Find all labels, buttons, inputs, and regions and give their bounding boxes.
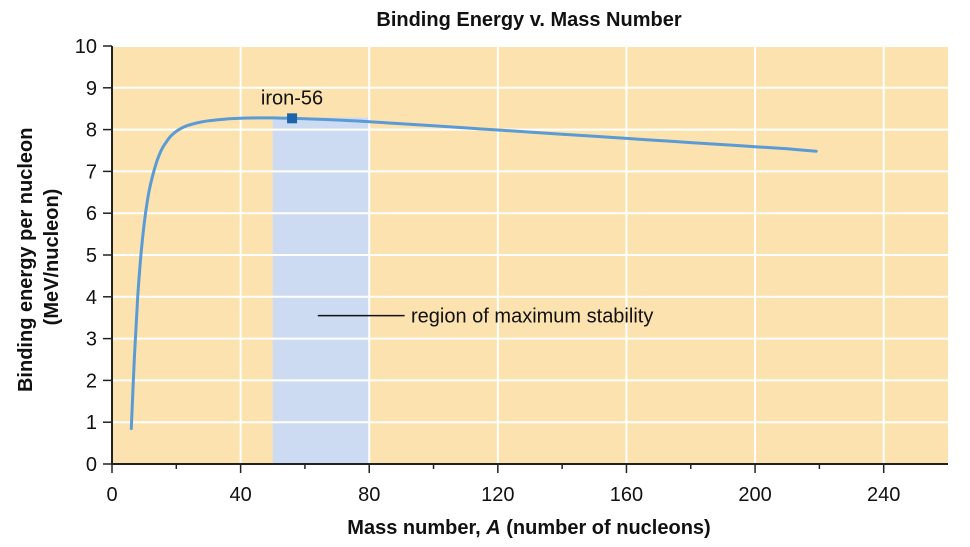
y-axis-label: Binding energy per nucleon (MeV/nucleon) [15,122,63,392]
iron-56-label: iron-56 [261,87,323,109]
x-tick-label: 120 [481,484,514,506]
y-axis-label-line: (MeV/nucleon) [41,189,63,326]
plot-area: iron-56 region of maximum stability [112,45,948,464]
y-tick-label: 0 [86,454,97,476]
x-axis-label-variable: A [485,517,500,539]
x-tick-label: 40 [229,484,251,506]
x-tick-label: 200 [738,484,771,506]
y-tick-label: 5 [86,245,97,267]
y-axis-label-line: Binding energy per nucleon [15,128,37,392]
x-tick-label: 240 [867,484,900,506]
y-tick-label: 3 [86,329,97,351]
x-tick-label: 160 [610,484,643,506]
x-ticks: 0 40 80 120 160 200 240 [106,464,900,506]
stability-region [272,117,370,464]
binding-energy-curve [129,116,818,430]
y-tick-label: 1 [86,412,97,434]
x-axis-label: Mass number, A (number of nucleons) [347,517,710,539]
iron-56-marker [287,113,298,124]
region-label: region of maximum stability [411,306,653,328]
y-tick-label: 2 [86,370,97,392]
x-tick-label: 0 [106,484,117,506]
x-tick-label: 80 [358,484,380,506]
x-axis-label-part: (number of nucleons) [501,517,711,539]
y-tick-label: 4 [86,287,97,309]
y-ticks: 0 1 2 3 4 5 6 7 8 9 10 [75,36,112,476]
chart-title: Binding Energy v. Mass Number [376,9,681,31]
y-tick-label: 9 [86,78,97,100]
y-tick-label: 6 [86,203,97,225]
gridlines [112,45,948,464]
y-tick-label: 10 [75,36,97,58]
y-tick-label: 7 [86,161,97,183]
x-axis-label-part: Mass number, [347,517,486,539]
y-tick-label: 8 [86,120,97,142]
